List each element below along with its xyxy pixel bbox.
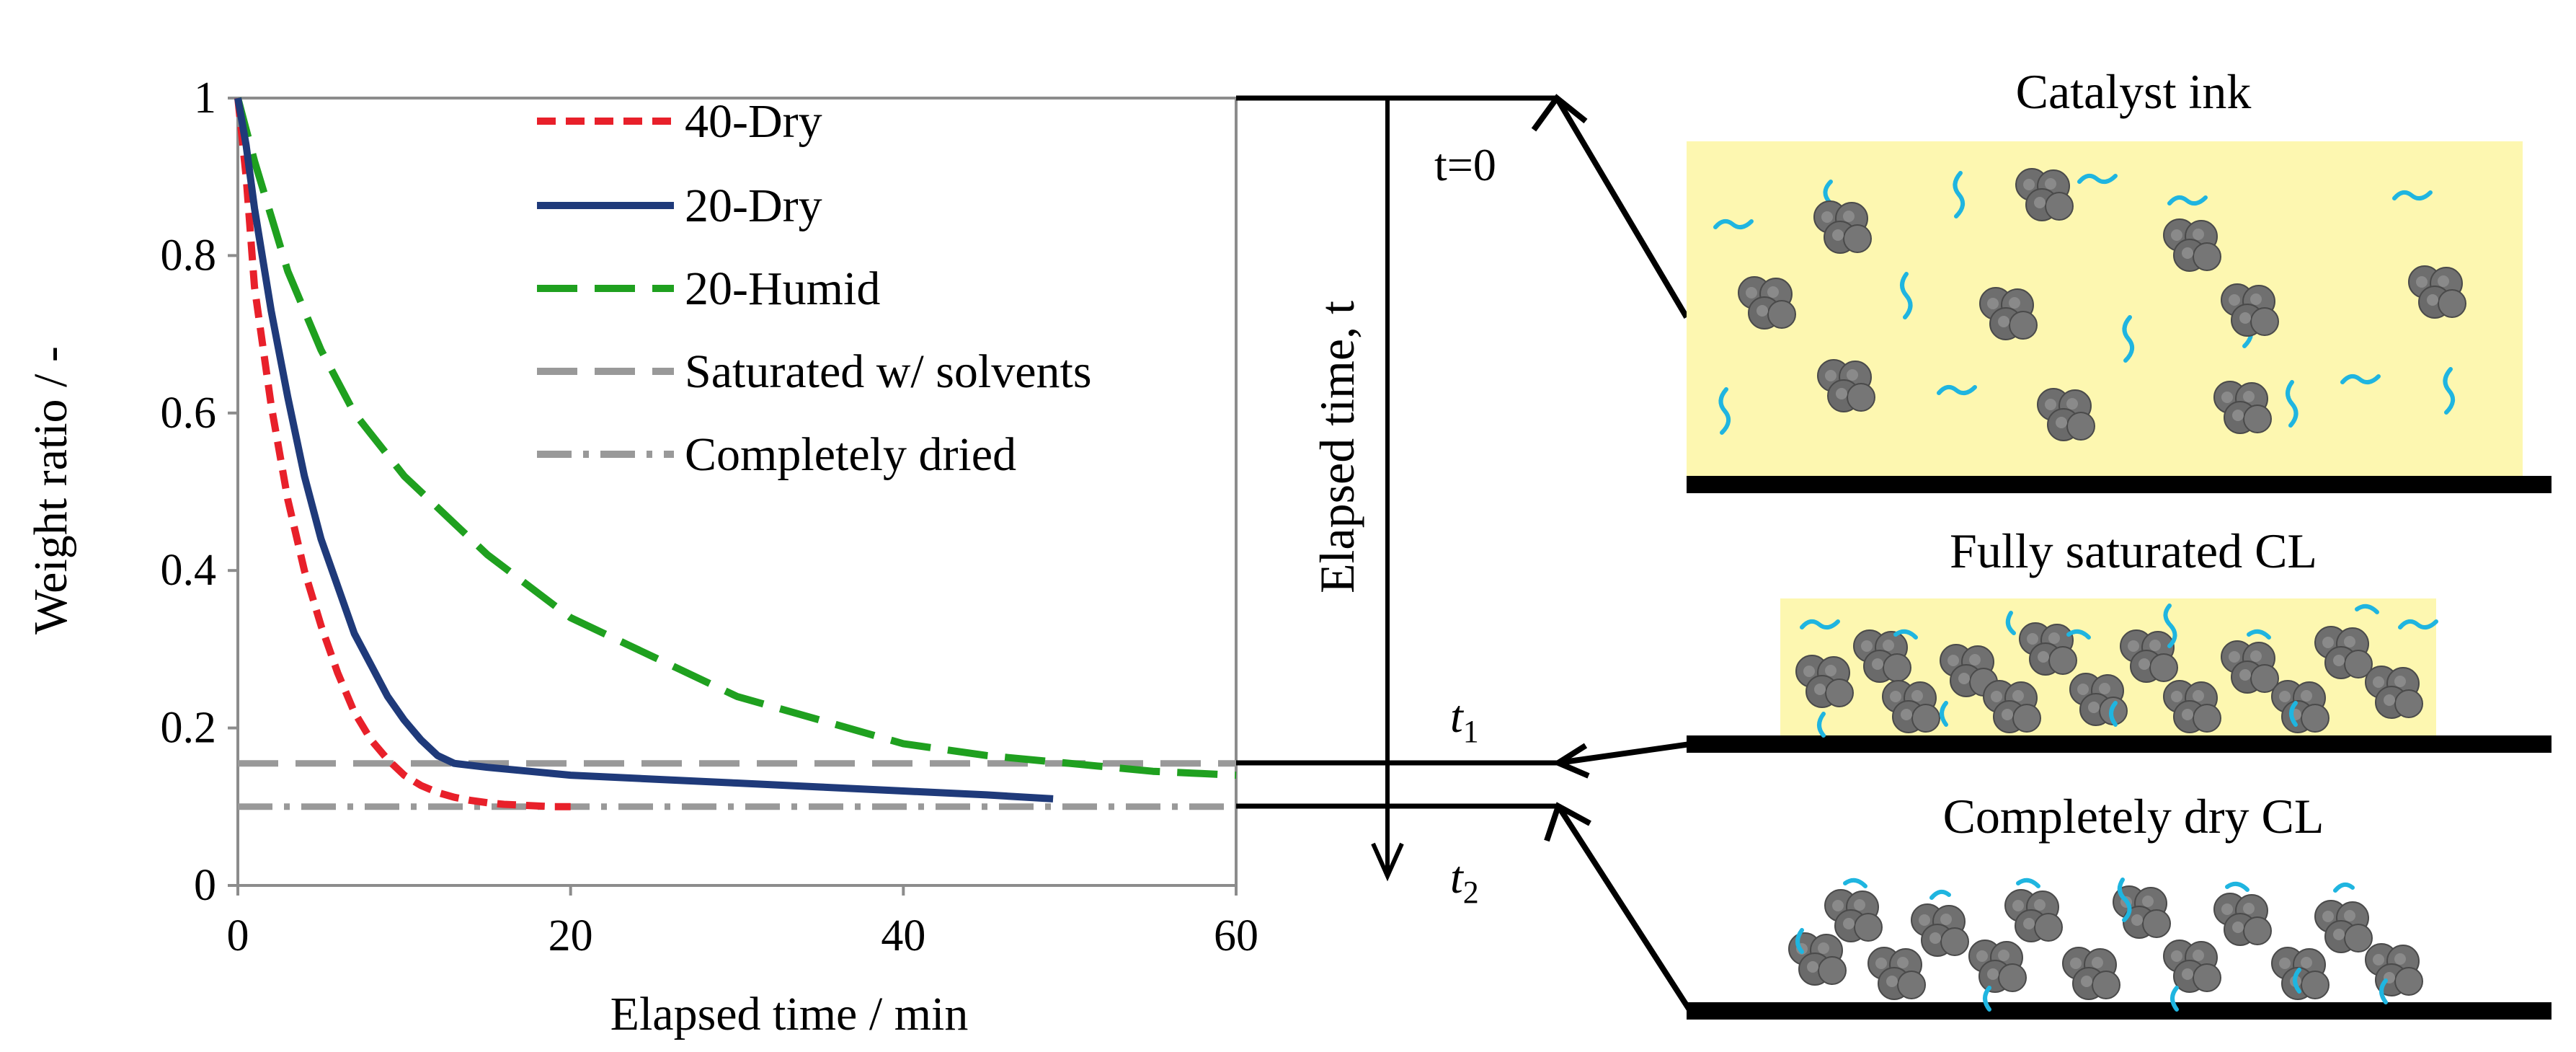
- elapsed-time-arrowhead: [1371, 842, 1404, 882]
- panel-title-catalyst-ink: Catalyst ink: [2016, 64, 2252, 119]
- panel-completely-dry: [1687, 878, 2551, 1020]
- solvent-strands: [1795, 878, 2388, 1012]
- timeline: Elapsed time, t t=0 t1 t2: [1236, 94, 1693, 1013]
- t2-label: t2: [1450, 852, 1479, 910]
- substrate: [1687, 476, 2551, 493]
- solvent-strands: [1800, 604, 2438, 738]
- x-tick-label: 60: [1214, 911, 1258, 960]
- series-line-40-dry: [234, 97, 571, 810]
- x-tick-label: 40: [881, 911, 925, 960]
- pointer-arrowhead-ink: [1531, 94, 1588, 132]
- legend-label: 20-Humid: [685, 262, 880, 315]
- t2-subscript: 2: [1463, 875, 1479, 910]
- pointer-arrow-dry: [1555, 804, 1693, 1013]
- y-tick-label: 0.4: [161, 546, 217, 595]
- y-tick-label: 1: [194, 74, 216, 123]
- legend-label: Completely dried: [685, 428, 1016, 481]
- panel-catalyst-ink: [1687, 141, 2551, 493]
- substrate: [1687, 735, 2551, 753]
- legend: 40-Dry 20-Dry 20-Humid Saturated w/ solvent…: [537, 95, 1092, 481]
- catalyst-particles: [1788, 885, 2423, 1000]
- plot-area-frame: [236, 97, 1238, 887]
- legend-label: 20-Dry: [685, 180, 822, 232]
- chart: 0 0.2 0.4 0.6 0.8 1 0 20 40 60 Elapsed time / mi…: [25, 74, 1258, 1040]
- y-axis-ticks: 0 0.2 0.4 0.6 0.8 1: [161, 74, 238, 910]
- substrate: [1687, 1002, 2551, 1020]
- t1-label: t1: [1450, 691, 1479, 749]
- solvent-strands: [1713, 171, 2456, 435]
- pointer-arrowhead-saturated: [1552, 743, 1590, 779]
- schematics: Catalyst ink Fully saturated CL Complete…: [1687, 64, 2551, 1020]
- pointer-arrow-ink: [1554, 96, 1689, 319]
- x-axis-ticks: 0 20 40 60: [227, 885, 1258, 960]
- x-axis-label: Elapsed time / min: [610, 988, 969, 1040]
- series-line-20-humid: [234, 97, 1237, 779]
- y-tick-label: 0.8: [161, 231, 217, 280]
- t1-subscript: 1: [1463, 714, 1479, 749]
- y-tick-label: 0.6: [161, 389, 217, 438]
- t0-label: t=0: [1434, 139, 1496, 190]
- panel-fully-saturated: [1687, 598, 2551, 753]
- t1-symbol: t: [1450, 691, 1465, 742]
- ink-layer: [1687, 141, 2523, 476]
- panel-title-completely-dry: Completely dry CL: [1943, 789, 2324, 844]
- t2-symbol: t: [1450, 852, 1465, 903]
- series-line-20-dry: [234, 97, 1054, 803]
- x-tick-label: 20: [548, 911, 593, 960]
- legend-label: 40-Dry: [685, 95, 822, 148]
- y-axis-label: Weight ratio / -: [25, 346, 77, 635]
- y-tick-label: 0: [194, 861, 216, 910]
- pointer-arrowhead-dry: [1544, 802, 1591, 842]
- pointer-arrow-saturated: [1558, 741, 1691, 766]
- panel-title-fully-saturated: Fully saturated CL: [1950, 523, 2317, 578]
- elapsed-time-label: Elapsed time, t: [1310, 301, 1364, 593]
- y-tick-label: 0.2: [161, 704, 217, 753]
- chart-series: [234, 97, 1237, 810]
- legend-label: Saturated w/ solvents: [685, 345, 1092, 398]
- x-tick-label: 0: [227, 911, 249, 960]
